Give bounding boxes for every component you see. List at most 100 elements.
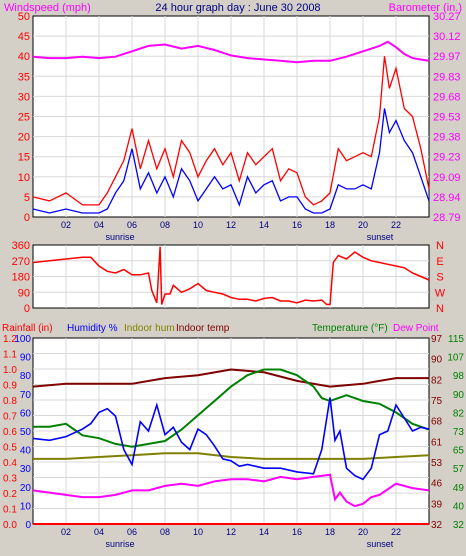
wind-tick-label: 15 (18, 152, 30, 164)
series-wind-gust (32, 56, 430, 206)
barometer-axis-label: Barometer (in.) (389, 2, 462, 14)
dew-point-tick-label: 107 (447, 353, 464, 364)
barometer-tick-label: 30.27 (433, 11, 461, 23)
rain-tick-label: 0.3 (3, 474, 17, 485)
hour-tick-label: 08 (160, 527, 170, 537)
rain-tick-label: 0.1 (3, 505, 17, 516)
rain-tick-label: 1.2 (3, 334, 17, 345)
wind-tick-label: 50 (18, 11, 30, 23)
temperature-tick-label: 61 (431, 437, 443, 448)
hour-tick-label: 04 (94, 527, 104, 537)
series-indoor-temp (32, 368, 429, 388)
dew-point-tick-label: 115 (448, 334, 464, 345)
humidity-tick-label: 20 (20, 483, 32, 494)
direction-tick-label: 180 (12, 272, 30, 284)
barometer-tick-label: 28.94 (433, 192, 461, 204)
legend-indoor-temp: Indoor temp (176, 323, 230, 334)
chart-title: 24 hour graph day : June 30 2008 (155, 2, 320, 14)
humidity-tick-label: 90 (20, 353, 32, 364)
wind-tick-label: 5 (24, 192, 30, 204)
compass-tick-label: N (436, 240, 444, 252)
legend-humidity: Humidity % (67, 323, 118, 334)
hour-tick-label: 16 (292, 527, 302, 537)
wind-tick-label: 30 (18, 91, 30, 103)
hour-tick-label: 12 (226, 220, 236, 230)
dew-point-tick-label: 40 (453, 501, 465, 512)
hour-tick-label: 18 (325, 220, 335, 230)
wind-tick-label: 0 (24, 212, 30, 224)
series-humidity (32, 397, 430, 481)
dew-point-tick-label: 32 (453, 520, 465, 531)
temperature-tick-label: 53 (431, 458, 443, 469)
barometer-tick-label: 29.83 (433, 71, 461, 83)
wind-tick-label: 40 (18, 51, 30, 63)
legend-rainfall: Rainfall (in) (2, 323, 53, 334)
dew-point-tick-label: 90 (453, 390, 465, 401)
series-indoor-humidity (33, 452, 430, 460)
hour-tick-label: 14 (259, 527, 269, 537)
sunset-label-top: sunset (367, 232, 394, 242)
temperature-tick-label: 46 (431, 479, 443, 490)
rain-tick-label: 1.0 (3, 365, 17, 376)
barometer-tick-label: 29.97 (433, 51, 461, 63)
temperature-tick-label: 39 (431, 499, 443, 510)
compass-tick-label: W (435, 287, 446, 299)
wind-tick-label: 45 (18, 31, 30, 43)
temperature-tick-label: 82 (431, 375, 443, 386)
series-wind-average (32, 108, 430, 214)
temperature-tick-label: 90 (431, 355, 443, 366)
panel-temp-hum-grid (33, 338, 429, 524)
direction-tick-label: 90 (18, 287, 30, 299)
barometer-tick-label: 29.38 (433, 132, 461, 144)
series-barometer (32, 40, 430, 64)
compass-tick-label: S (436, 272, 443, 284)
rain-tick-label: 0.9 (3, 381, 17, 392)
legend-temperature: Temperature (°F) (312, 323, 388, 334)
legend-indoor-hum: Indoor hum (124, 323, 175, 334)
hour-tick-label: 10 (193, 527, 203, 537)
rain-tick-label: 1.1 (3, 350, 17, 361)
hour-tick-label: 20 (358, 527, 368, 537)
humidity-tick-label: 30 (20, 464, 32, 475)
hour-tick-label: 06 (127, 220, 137, 230)
humidity-tick-label: 40 (20, 446, 32, 457)
hour-tick-label: 10 (193, 220, 203, 230)
barometer-tick-label: 29.23 (433, 152, 461, 164)
direction-tick-label: 0 (24, 303, 30, 315)
sunset-label-bottom: sunset (367, 539, 394, 549)
temperature-tick-label: 32 (431, 520, 443, 531)
barometer-tick-label: 29.53 (433, 112, 461, 124)
hour-tick-label: 16 (292, 220, 302, 230)
series-dew-point (32, 473, 430, 508)
rain-tick-label: 0.8 (3, 396, 17, 407)
legend-dew-point: Dew Point (393, 323, 439, 334)
rain-tick-label: 0.5 (3, 443, 17, 454)
humidity-tick-label: 80 (20, 371, 32, 382)
barometer-tick-label: 29.68 (433, 91, 461, 103)
wind-tick-label: 20 (18, 132, 30, 144)
wind-tick-label: 25 (18, 112, 30, 124)
rain-tick-label: 0.4 (3, 458, 17, 469)
hour-tick-label: 02 (61, 527, 71, 537)
tick-labels: 0 5 10 15 20 25 30 35 40 45 50 28.79 28.94 29.09 29.23… (3, 11, 464, 537)
direction-tick-label: 360 (12, 240, 30, 252)
temperature-tick-label: 97 (431, 334, 443, 345)
dew-point-tick-label: 49 (453, 483, 465, 494)
barometer-tick-label: 29.09 (433, 172, 461, 184)
humidity-tick-label: 10 (20, 501, 32, 512)
direction-tick-label: 270 (12, 256, 30, 268)
dew-point-tick-label: 98 (453, 371, 465, 382)
series-wind-direction (32, 246, 430, 306)
hour-tick-label: 14 (259, 220, 269, 230)
dew-point-tick-label: 73 (453, 427, 465, 438)
panel-wind-bar-grid (33, 16, 429, 217)
temperature-tick-label: 68 (431, 417, 443, 428)
humidity-tick-label: 100 (14, 334, 31, 345)
hour-tick-label: 18 (325, 527, 335, 537)
rain-tick-label: 0.2 (3, 489, 17, 500)
barometer-tick-label: 30.12 (433, 31, 461, 43)
dew-point-tick-label: 57 (453, 464, 465, 475)
compass-tick-label: N (436, 303, 444, 315)
rain-tick-label: 0.7 (3, 412, 17, 423)
